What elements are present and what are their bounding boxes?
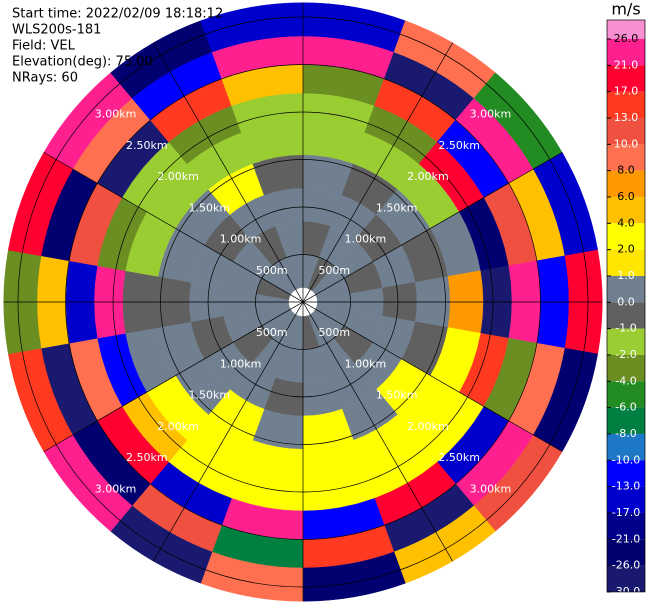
colorbar-box (607, 196, 645, 224)
colorbar-box (607, 91, 645, 118)
colorbar-frame (606, 19, 646, 593)
colorbar-label: 4.0 (617, 216, 635, 229)
ring-label: 1.50km (376, 389, 418, 402)
ring-label: 2.00km (407, 170, 449, 183)
colorbar-box (607, 20, 645, 39)
colorbar-box (607, 117, 645, 145)
ring-label: 1.50km (376, 201, 418, 214)
range-ring (17, 16, 589, 588)
ring-label: 1.00km (220, 233, 262, 246)
colorbar-label: -2.0 (615, 348, 636, 361)
colorbar-box (607, 170, 645, 197)
colorbar-box (607, 223, 645, 250)
colorbar-label: 0.0 (617, 295, 635, 308)
colorbar-title: m/s (611, 0, 640, 19)
colorbar-box (607, 539, 645, 566)
colorbar-label: 1.0 (617, 269, 635, 282)
ppi-plot: 500m 500m 500m 500m 1.00km 1.00km 1.00km 1.00km… (3, 2, 603, 602)
ring-label: 2.00km (157, 420, 199, 433)
ring-label: 500m (256, 326, 288, 339)
colorbar-box (607, 249, 645, 276)
ring-label: 3.00km (470, 482, 512, 495)
colorbar-label: -17.0 (612, 506, 640, 519)
colorbar-label: -30.0 (612, 585, 640, 598)
info-line: WLS200s-181 (12, 23, 101, 38)
colorbar-box (607, 486, 645, 513)
colorbar-label: -13.0 (612, 480, 640, 493)
colorbar-label: -6.0 (615, 401, 636, 414)
colorbar-label: -10.0 (612, 453, 640, 466)
ring-label: 3.00km (95, 108, 137, 121)
ring-label: 1.00km (220, 357, 262, 370)
colorbar-box (607, 460, 645, 487)
colorbar-label: 13.0 (614, 111, 639, 124)
ring-label: 2.50km (438, 451, 480, 464)
colorbar-box (607, 354, 645, 382)
colorbar-label: 6.0 (617, 190, 635, 203)
colorbar-label: -4.0 (615, 374, 636, 387)
colorbar-box (607, 65, 645, 92)
info-line: Start time: 2022/02/09 18:18:12 (12, 7, 223, 22)
colorbar-label: 26.0 (614, 32, 639, 45)
ring-label: 1.00km (345, 357, 387, 370)
range-ring (255, 254, 351, 350)
colorbar: 26.0 21.0 17.0 13.0 10.0 8.0 6.0 4.0 2.0 1.0 0.0 -1… (606, 19, 646, 598)
ring-label: 1.50km (189, 201, 231, 214)
ring-label: 500m (318, 326, 350, 339)
colorbar-box (607, 275, 645, 303)
info-block: Start time: 2022/02/09 18:18:12WLS200s-1… (12, 7, 223, 86)
ring-label: 2.00km (157, 170, 199, 183)
ring-label: 1.50km (189, 389, 231, 402)
colorbar-box (607, 328, 645, 355)
info-line: Elevation(deg): 75.00 (12, 55, 153, 70)
ring-label: 2.50km (126, 139, 168, 152)
ring-label: 3.00km (95, 482, 137, 495)
range-ring (112, 111, 494, 493)
colorbar-box (607, 302, 645, 329)
range-ring (207, 206, 399, 398)
colorbar-label: 10.0 (614, 137, 639, 150)
info-line: NRays: 60 (12, 71, 78, 86)
colorbar-box (607, 381, 645, 408)
colorbar-label: -8.0 (615, 427, 636, 440)
colorbar-box (607, 39, 645, 66)
colorbar-label: -1.0 (615, 322, 636, 335)
colorbar-label: 17.0 (614, 85, 639, 98)
info-line: Field: VEL (12, 39, 76, 54)
ring-label: 500m (318, 264, 350, 277)
ring-label: 3.00km (470, 108, 512, 121)
ring-label: 1.00km (345, 233, 387, 246)
colorbar-label: 8.0 (617, 164, 635, 177)
ring-label: 2.00km (407, 420, 449, 433)
colorbar-label: 2.0 (617, 243, 635, 256)
colorbar-label: -26.0 (612, 559, 640, 572)
spoke (153, 42, 453, 562)
colorbar-label: -21.0 (612, 532, 640, 545)
colorbar-box (607, 144, 645, 171)
colorbar-box (607, 512, 645, 540)
colorbar-box (607, 407, 645, 434)
ring-label: 500m (256, 264, 288, 277)
colorbar-box (607, 433, 645, 461)
ring-label: 2.50km (438, 139, 480, 152)
colorbar-box (607, 565, 645, 592)
range-ring (65, 64, 541, 540)
colorbar-label: 21.0 (614, 58, 639, 71)
range-ring (160, 159, 446, 445)
ring-label: 2.50km (126, 451, 168, 464)
